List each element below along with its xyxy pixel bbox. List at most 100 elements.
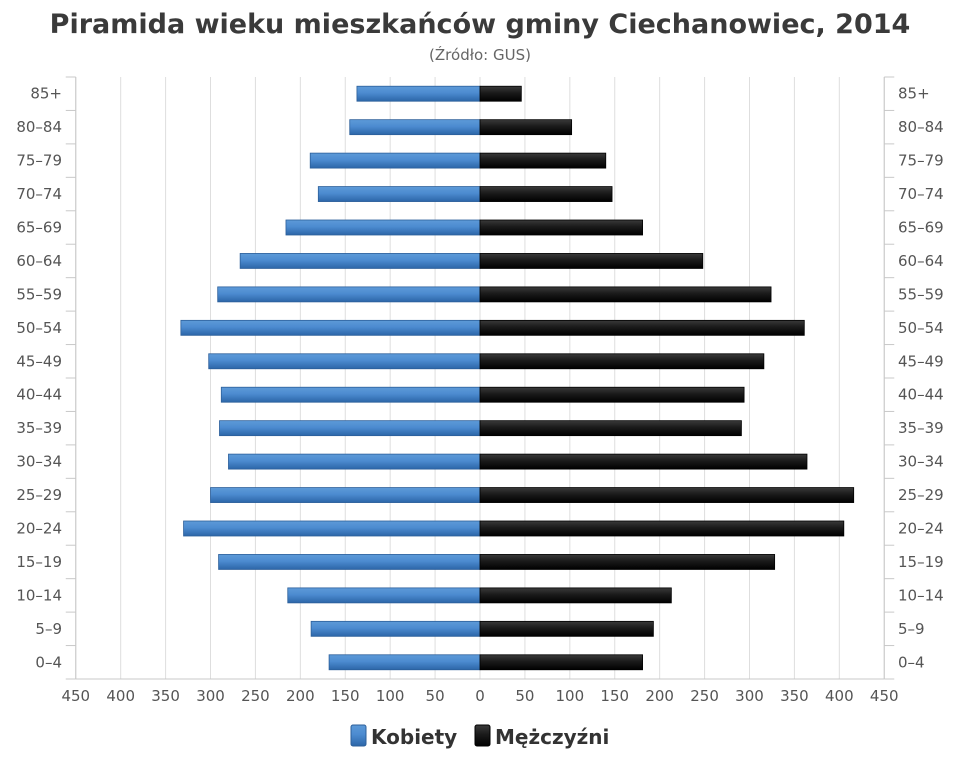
y-label-left: 40–44 xyxy=(16,386,62,404)
bar-kobiety xyxy=(219,420,481,437)
bar-mezczyzni xyxy=(479,654,643,671)
y-label-left: 15–19 xyxy=(16,553,62,571)
x-tick-label: 300 xyxy=(196,687,225,705)
x-tick-label: 150 xyxy=(600,687,629,705)
bar-mezczyzni xyxy=(479,420,742,437)
x-tick-label: 250 xyxy=(690,687,719,705)
bar-mezczyzni xyxy=(479,186,613,202)
bar-mezczyzni xyxy=(479,554,776,570)
y-label-right: 20–24 xyxy=(898,520,944,538)
bar-mezczyzni xyxy=(479,319,805,336)
y-label-left: 10–14 xyxy=(16,586,62,604)
x-tick-label: 200 xyxy=(645,687,674,705)
chart-title: Piramida wieku mieszkańców gminy Ciechan… xyxy=(50,9,911,40)
y-label-right: 85+ xyxy=(898,85,930,103)
y-label-left: 35–39 xyxy=(16,419,62,437)
y-label-right: 25–29 xyxy=(898,486,944,504)
y-label-right: 0–4 xyxy=(898,653,925,671)
chart-subtitle: (Źródło: GUS) xyxy=(429,45,531,64)
y-label-left: 60–64 xyxy=(16,252,62,270)
y-label-left: 25–29 xyxy=(16,486,62,504)
y-label-left: 5–9 xyxy=(35,620,62,638)
bar-kobiety xyxy=(220,386,481,403)
y-label-right: 80–84 xyxy=(898,118,944,136)
y-label-right: 65–69 xyxy=(898,219,944,237)
y-label-left: 55–59 xyxy=(16,285,62,303)
x-tick-label: 400 xyxy=(106,687,135,705)
legend-label-mezczyzni[interactable]: Mężczyźni xyxy=(495,725,609,749)
bar-kobiety xyxy=(180,319,481,336)
y-label-left: 30–34 xyxy=(16,453,62,471)
x-tick-label: 50 xyxy=(426,687,445,705)
bar-kobiety xyxy=(328,654,481,671)
y-label-right: 60–64 xyxy=(898,252,944,270)
y-label-left: 0–4 xyxy=(35,653,62,671)
bar-kobiety xyxy=(310,620,481,637)
grid-lines xyxy=(75,77,885,679)
bar-kobiety xyxy=(210,487,481,503)
bar-mezczyzni xyxy=(479,620,654,637)
bar-kobiety xyxy=(183,520,481,537)
y-label-left: 70–74 xyxy=(16,185,62,203)
legend-label-kobiety[interactable]: Kobiety xyxy=(371,725,457,749)
bar-mezczyzni xyxy=(479,119,573,136)
bar-kobiety xyxy=(356,85,481,102)
y-label-right: 70–74 xyxy=(898,185,944,203)
bar-mezczyzni xyxy=(479,520,845,537)
y-label-right: 50–54 xyxy=(898,319,944,337)
y-label-right: 15–19 xyxy=(898,553,944,571)
y-label-left: 50–54 xyxy=(16,319,62,337)
x-tick-label: 250 xyxy=(241,687,270,705)
x-tick-label: 50 xyxy=(515,687,534,705)
x-tick-label: 350 xyxy=(151,687,180,705)
x-tick-label: 450 xyxy=(870,687,899,705)
y-label-right: 5–9 xyxy=(898,620,925,638)
bar-kobiety xyxy=(309,152,481,169)
category-labels: 0–4 0–4 5–9 5–9 10–14 10–14 15–19 15–19 20–24 20–… xyxy=(16,76,944,680)
x-tick-label: 450 xyxy=(61,687,90,705)
bar-mezczyzni xyxy=(479,152,607,169)
y-label-left: 85+ xyxy=(30,85,62,103)
bar-kobiety xyxy=(317,186,481,202)
legend-swatch-kobiety[interactable] xyxy=(350,724,367,747)
y-label-right: 10–14 xyxy=(898,586,944,604)
bar-mezczyzni xyxy=(479,386,745,403)
y-label-right: 75–79 xyxy=(898,152,944,170)
y-label-right: 35–39 xyxy=(898,419,944,437)
bar-mezczyzni xyxy=(479,219,643,236)
bar-mezczyzni xyxy=(479,286,772,303)
bar-kobiety xyxy=(217,286,481,303)
bar-mezczyzni xyxy=(479,253,704,269)
x-tick-label: 100 xyxy=(556,687,585,705)
y-label-right: 55–59 xyxy=(898,285,944,303)
y-label-left: 65–69 xyxy=(16,219,62,237)
bar-kobiety xyxy=(287,587,481,604)
bar-mezczyzni xyxy=(479,487,855,503)
bar-kobiety xyxy=(208,353,481,370)
bar-kobiety xyxy=(228,453,481,470)
x-axis: 450 400 350 300 250 200 150 100 50 0 50 100 150 200 25… xyxy=(61,77,899,705)
bars xyxy=(180,85,855,671)
x-tick-label: 300 xyxy=(735,687,764,705)
bar-kobiety xyxy=(285,219,481,236)
bar-mezczyzni xyxy=(479,85,522,102)
bar-kobiety xyxy=(239,253,481,269)
legend-swatch-mezczyzni[interactable] xyxy=(474,724,491,747)
bar-kobiety xyxy=(218,554,481,570)
y-label-left: 45–49 xyxy=(16,352,62,370)
x-tick-label: 100 xyxy=(376,687,405,705)
y-label-left: 75–79 xyxy=(16,152,62,170)
x-tick-label: 150 xyxy=(331,687,360,705)
y-label-right: 45–49 xyxy=(898,352,944,370)
legend[interactable]: Kobiety Mężczyźni xyxy=(350,724,609,749)
y-label-left: 80–84 xyxy=(16,118,62,136)
bar-mezczyzni xyxy=(479,453,808,470)
bar-kobiety xyxy=(349,119,481,136)
y-label-right: 40–44 xyxy=(898,386,944,404)
x-tick-label: 350 xyxy=(780,687,809,705)
x-tick-label: 200 xyxy=(286,687,315,705)
x-tick-label: 0 xyxy=(475,687,485,705)
bar-mezczyzni xyxy=(479,353,765,370)
x-tick-label: 400 xyxy=(825,687,854,705)
